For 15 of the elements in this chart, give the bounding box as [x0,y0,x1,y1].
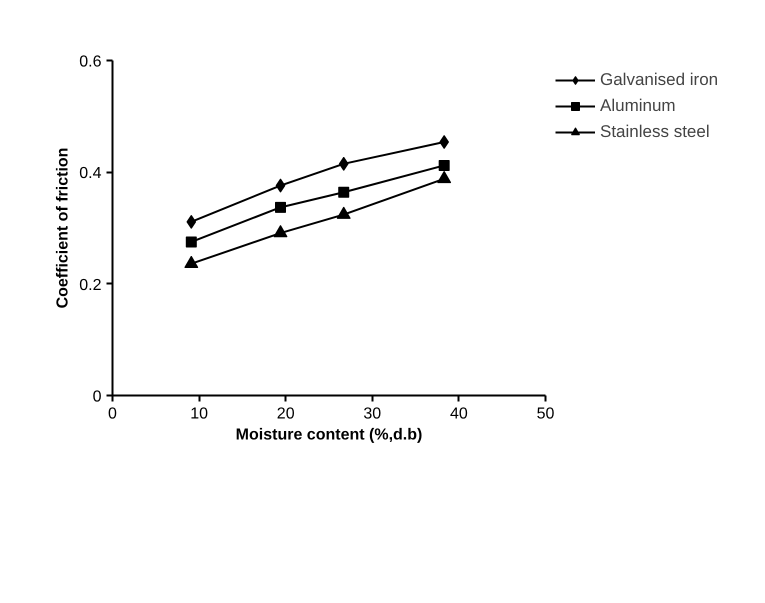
x-tick-label: 10 [190,406,208,422]
y-tick-label: 0.6 [79,54,102,70]
y-tick-label: 0.2 [79,276,102,294]
legend-label: Stainless steel [600,122,710,142]
x-tick-label: 0 [108,406,118,422]
y-tick-label: 0 [92,388,102,406]
x-tick-label: 20 [276,406,295,422]
x-tick-label: 40 [450,406,468,422]
x-axis-title: Moisture content (%,d.b) [236,426,422,444]
legend-label: Galvanised iron [600,70,718,90]
legend-label: Aluminum [600,96,676,116]
y-axis-title: Coefficient of friction [54,148,72,308]
x-tick-label: 30 [363,406,382,422]
x-tick-label: 50 [536,406,554,422]
y-tick-label: 0.4 [79,165,102,182]
